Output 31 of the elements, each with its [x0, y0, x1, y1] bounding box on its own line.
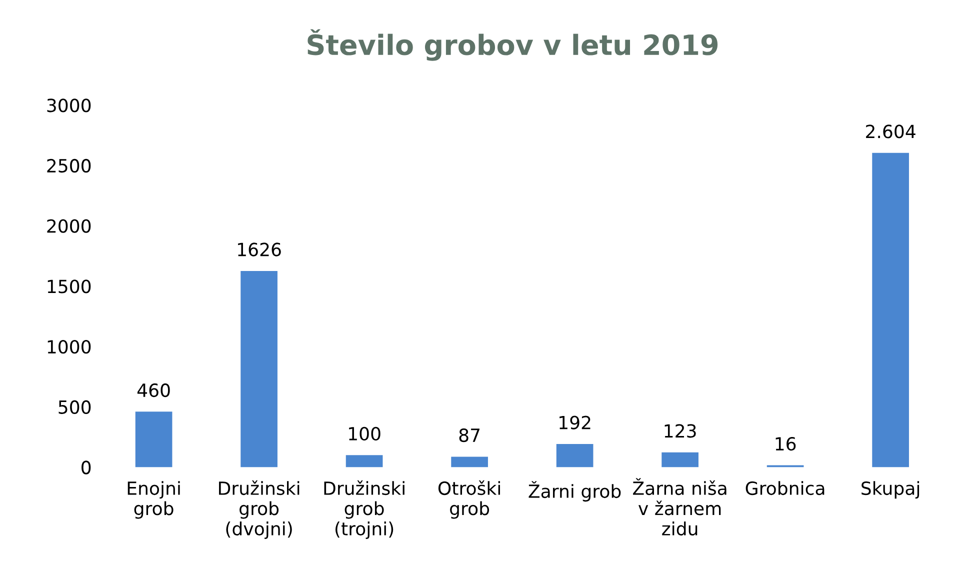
data-label: 16 [776, 437, 796, 451]
data-label: 100 [349, 426, 380, 441]
x-tick-label: Žarna niša v žarnem zidu [633, 478, 726, 536]
bar [240, 270, 278, 468]
y-tick-label: 2500 [47, 158, 91, 173]
data-label: 123 [664, 424, 696, 438]
bar [451, 456, 488, 468]
bar [556, 444, 594, 468]
x-tick-label: Otroški grob [438, 480, 500, 519]
y-tick-label: 1000 [48, 340, 91, 354]
x-tick-label: Grobnica [746, 481, 824, 496]
x-tick-label: Družinski grob (dvojni) [219, 480, 300, 539]
bar [346, 455, 383, 468]
data-label: 2.604 [866, 124, 916, 138]
x-tick-label: Žarni grob [528, 481, 621, 502]
x-tick-label: Družinski grob (trojni) [324, 480, 404, 539]
bar [135, 412, 172, 468]
data-label: 192 [560, 416, 590, 430]
y-tick-label: 500 [58, 400, 91, 414]
y-tick-label: 3000 [47, 98, 91, 112]
y-tick-label: 2000 [47, 219, 91, 233]
data-label: 87 [459, 428, 480, 442]
data-label: 1626 [238, 242, 281, 256]
x-tick-label: Enojni grob [128, 481, 180, 519]
bar [872, 152, 909, 468]
chart-title: Število grobov v letu 2019 [308, 29, 718, 61]
y-tick-label: 1500 [48, 280, 91, 294]
y-tick-label: 0 [82, 460, 91, 474]
bar [662, 452, 698, 468]
x-tick-label: Skupaj [862, 481, 920, 499]
data-label: 460 [137, 383, 170, 398]
